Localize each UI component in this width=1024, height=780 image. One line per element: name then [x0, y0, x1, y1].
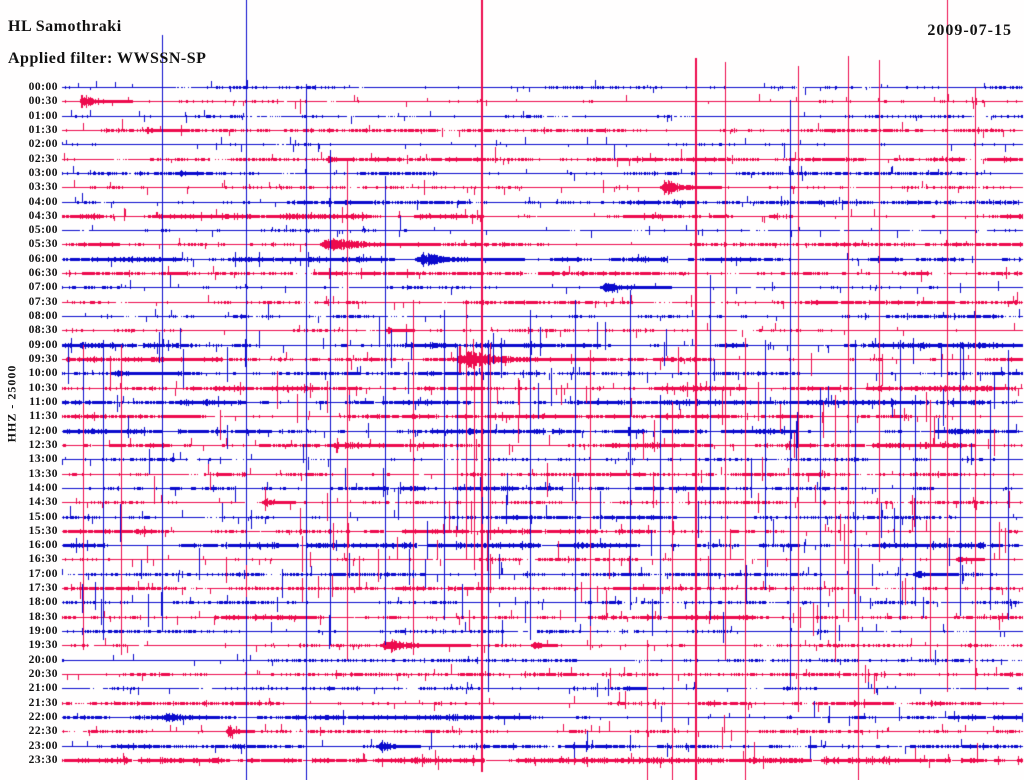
time-label-0500: 05:00 — [28, 224, 58, 237]
time-label-1930: 19:30 — [28, 639, 58, 652]
time-label-1200: 12:00 — [28, 424, 58, 437]
time-label-0100: 01:00 — [28, 109, 58, 122]
time-label-1630: 16:30 — [28, 553, 58, 566]
time-label-0830: 08:30 — [28, 324, 58, 337]
time-label-2100: 21:00 — [28, 682, 58, 695]
time-label-2200: 22:00 — [28, 710, 58, 723]
time-label-2030: 20:30 — [28, 667, 58, 680]
time-label-1600: 16:00 — [28, 539, 58, 552]
time-label-0400: 04:00 — [28, 195, 58, 208]
time-label-1300: 13:00 — [28, 453, 58, 466]
time-label-1730: 17:30 — [28, 582, 58, 595]
station-title: HL Samothraki — [8, 18, 122, 35]
time-label-1400: 14:00 — [28, 481, 58, 494]
time-label-0130: 01:30 — [28, 123, 58, 136]
time-label-2300: 23:00 — [28, 739, 58, 752]
time-label-0630: 06:30 — [28, 267, 58, 280]
time-label-1230: 12:30 — [28, 438, 58, 451]
time-label-0430: 04:30 — [28, 209, 58, 222]
time-label-0230: 02:30 — [28, 152, 58, 165]
time-label-1900: 19:00 — [28, 625, 58, 638]
time-label-1100: 11:00 — [29, 395, 58, 408]
filter-label: Applied filter: WWSSN-SP — [8, 50, 207, 67]
time-label-1800: 18:00 — [28, 596, 58, 609]
time-label-2330: 23:30 — [28, 753, 58, 766]
time-label-0600: 06:00 — [28, 252, 58, 265]
date-label: 2009-07-15 — [927, 22, 1012, 39]
time-label-1030: 10:30 — [28, 381, 58, 394]
time-label-1530: 15:30 — [28, 524, 58, 537]
time-label-2000: 20:00 — [28, 653, 58, 666]
time-label-2230: 22:30 — [28, 725, 58, 738]
time-axis: 00:00 00:30 01:00 01:30 02:00 02:30 03:00 03:30… — [0, 0, 58, 780]
time-label-1830: 18:30 — [28, 610, 58, 623]
time-label-2130: 21:30 — [28, 696, 58, 709]
time-label-0200: 02:00 — [28, 138, 58, 151]
time-label-0000: 00:00 — [28, 81, 58, 93]
time-label-1500: 15:00 — [28, 510, 58, 523]
time-label-0900: 09:00 — [28, 338, 58, 351]
time-label-0030: 00:30 — [28, 95, 58, 108]
time-label-0800: 08:00 — [28, 310, 58, 323]
time-label-1330: 13:30 — [28, 467, 58, 480]
time-label-0730: 07:30 — [28, 295, 58, 308]
time-label-1000: 10:00 — [28, 367, 58, 380]
time-label-0300: 03:00 — [28, 166, 58, 179]
time-label-0530: 05:30 — [28, 238, 58, 251]
time-label-0330: 03:30 — [28, 181, 58, 194]
time-label-1130: 11:30 — [29, 410, 58, 423]
time-label-1700: 17:00 — [28, 567, 58, 580]
time-label-0930: 09:30 — [28, 353, 58, 366]
time-label-0700: 07:00 — [28, 281, 58, 294]
time-label-1430: 14:30 — [28, 496, 58, 509]
